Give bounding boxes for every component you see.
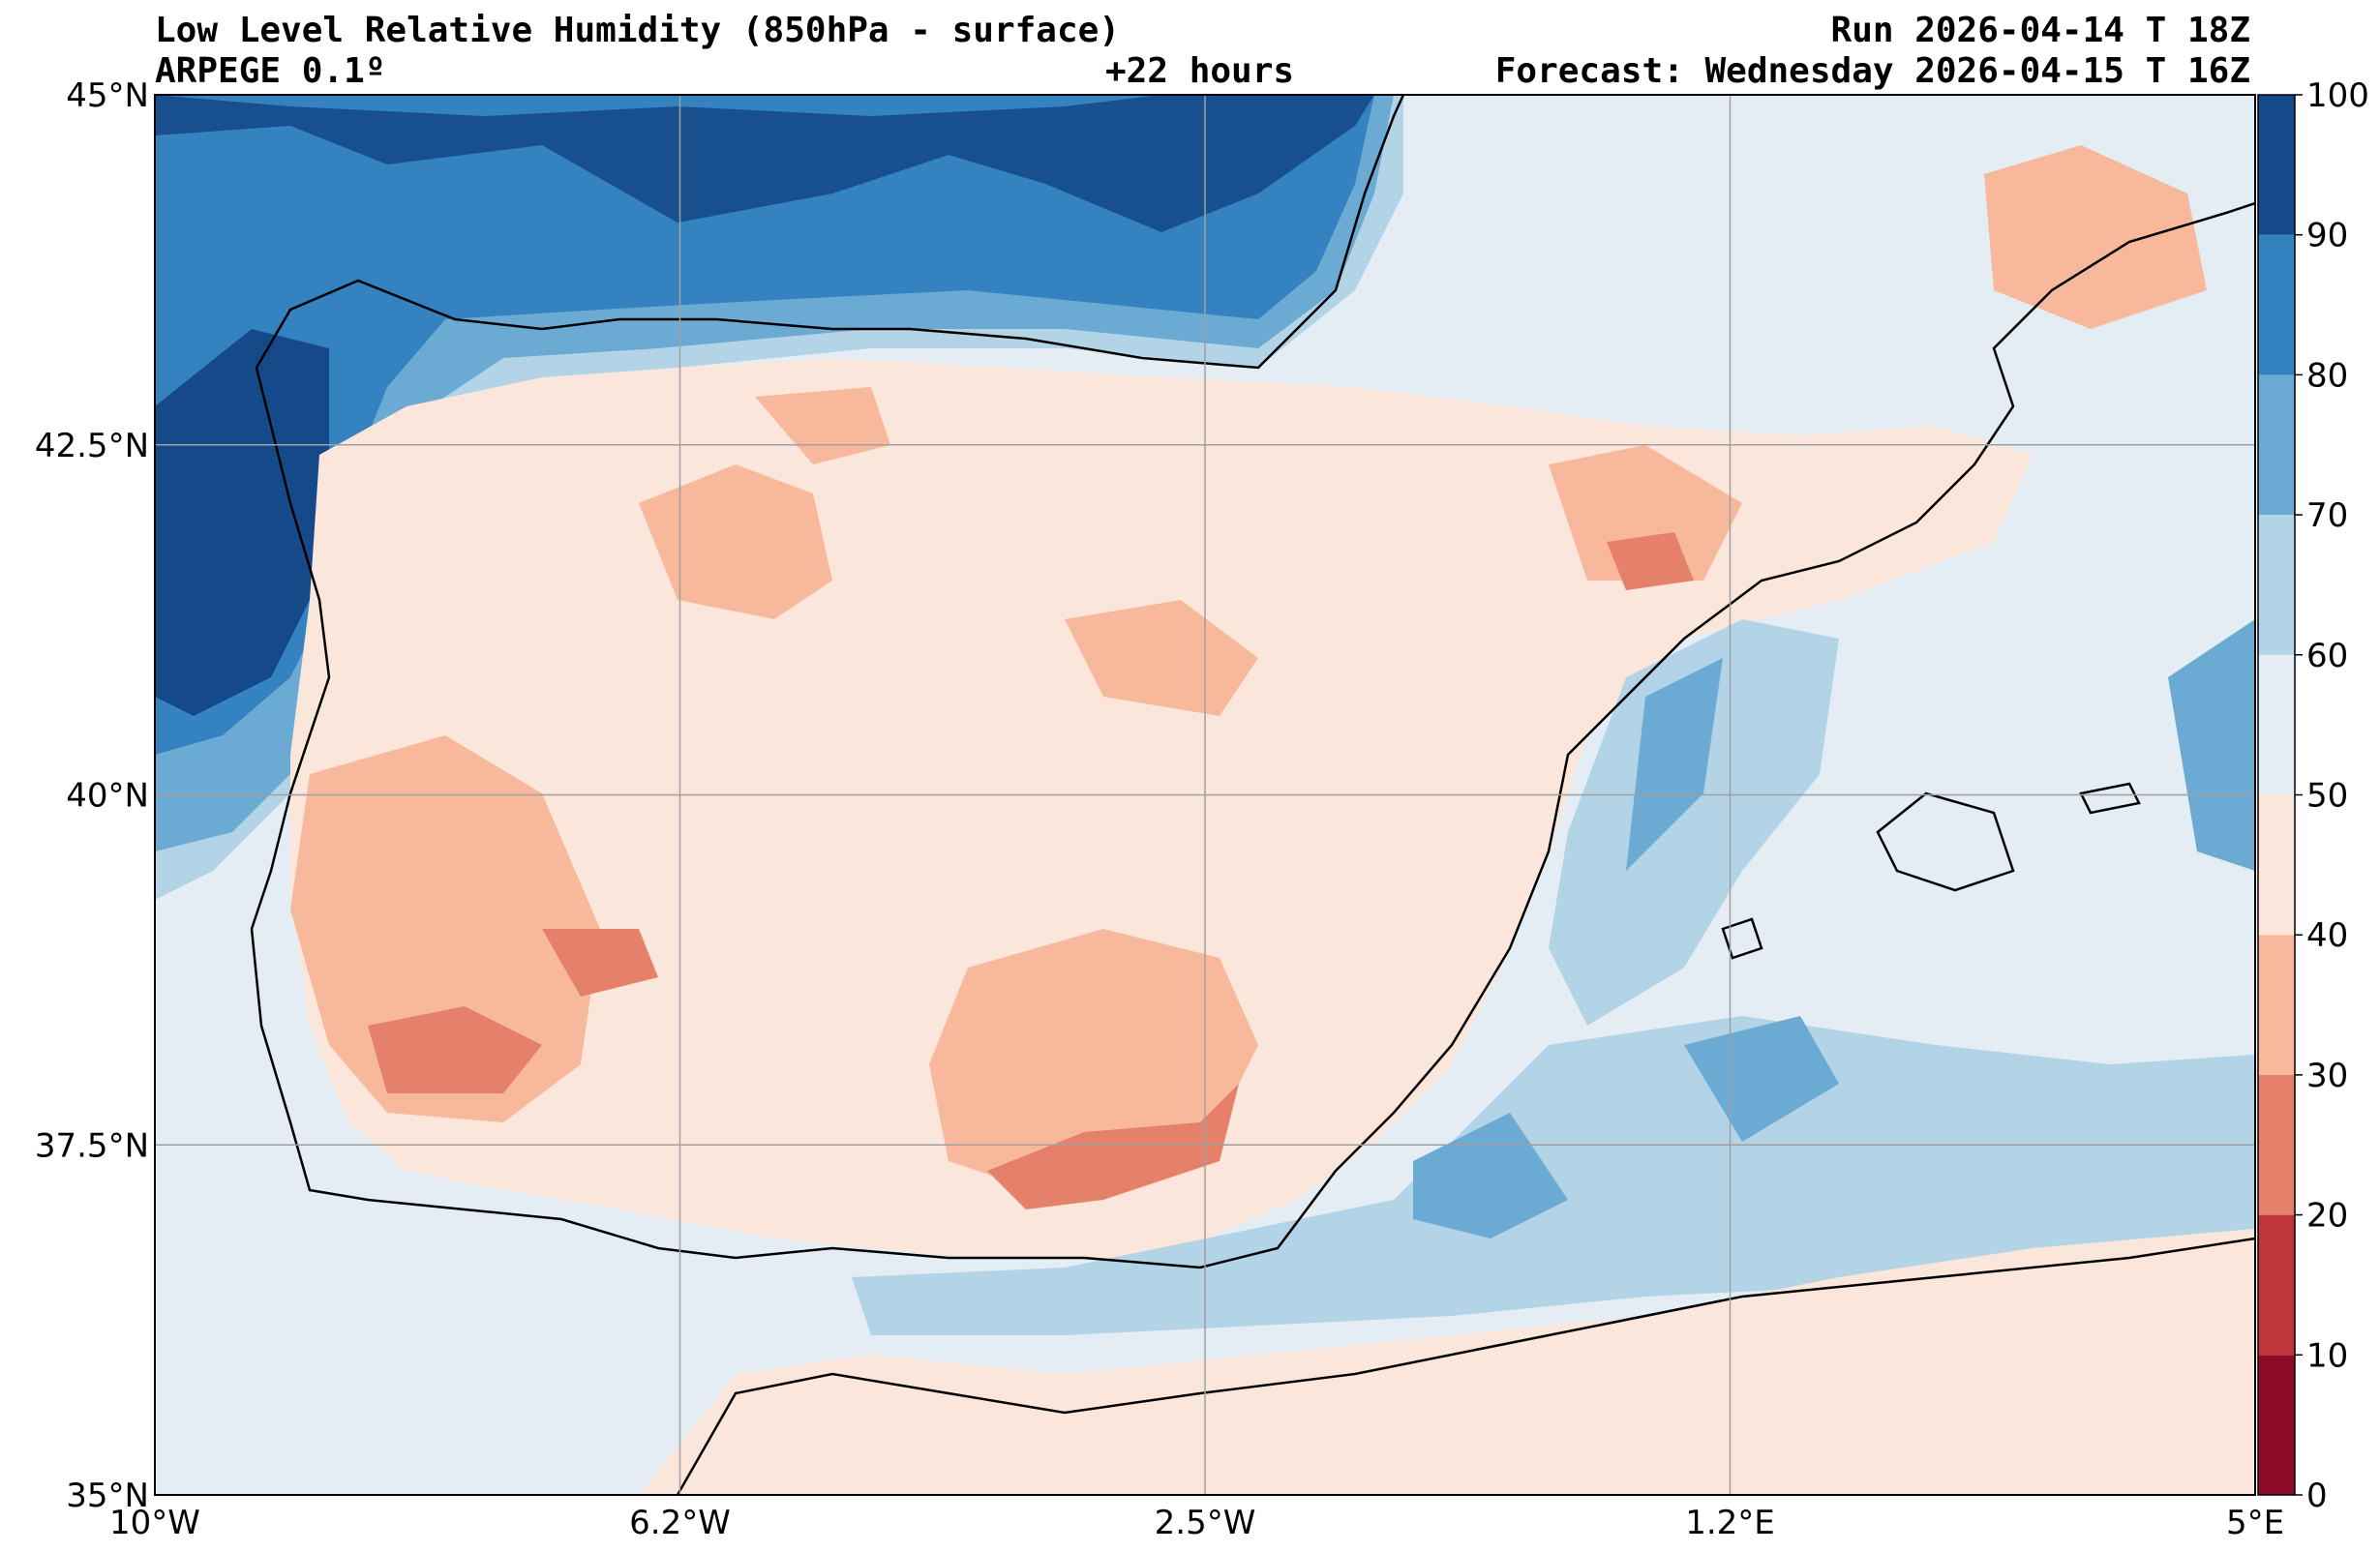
contour-rh-80-90 bbox=[155, 95, 1374, 755]
colorbar-label: 70 bbox=[2306, 496, 2348, 535]
colorbar-swatch bbox=[2258, 794, 2295, 936]
lat-tick-label: 37.5°N bbox=[35, 1126, 149, 1165]
colorbar-label: 30 bbox=[2306, 1057, 2348, 1095]
iberia-coast bbox=[250, 201, 2255, 1269]
patch-rh-30-40 bbox=[1549, 445, 1742, 581]
patch-rh-30-40 bbox=[1984, 145, 2207, 329]
contour-rh-70-80-med bbox=[1626, 658, 1723, 871]
patch-rh-30-40 bbox=[639, 464, 832, 619]
colorbar-swatch bbox=[2258, 515, 2295, 655]
lat-tick-label: 42.5°N bbox=[35, 427, 149, 465]
colorbar-label: 60 bbox=[2306, 637, 2348, 675]
colorbar-swatch bbox=[2258, 95, 2295, 235]
patch-rh-20-30 bbox=[542, 929, 658, 997]
africa-coast bbox=[676, 1237, 2255, 1495]
contour-rh-60-70-sea bbox=[852, 1016, 2255, 1335]
mallorca-coast bbox=[1876, 791, 2015, 892]
coastlines bbox=[250, 95, 2255, 1495]
lon-tick-label: 6.2°W bbox=[629, 1504, 731, 1542]
colorbar-label: 10 bbox=[2306, 1336, 2348, 1375]
contour-rh-60-70-med bbox=[1549, 619, 1839, 1026]
patch-rh-20-30 bbox=[1607, 532, 1694, 590]
colorbar-label: 90 bbox=[2306, 217, 2348, 255]
patch-rh-30-40 bbox=[1065, 600, 1258, 716]
colorbar-label: 40 bbox=[2306, 916, 2348, 955]
colorbar-label: 80 bbox=[2306, 356, 2348, 395]
patch-rh-20-30 bbox=[987, 1084, 1239, 1209]
longitude-labels: 10°W 6.2°W 2.5°W 1.2°E 5°E bbox=[109, 1504, 2284, 1542]
contour-rh-90-100-west bbox=[155, 329, 329, 716]
lat-tick-label: 45°N bbox=[66, 76, 149, 115]
model-label: ARPEGE 0.1º bbox=[155, 51, 386, 91]
colorbar: 0 10 20 30 40 50 60 70 80 90 100 bbox=[2257, 76, 2369, 1515]
colorbar-swatch bbox=[2258, 1355, 2295, 1495]
colorbar-label: 100 bbox=[2306, 76, 2369, 115]
lon-tick-label: 1.2°E bbox=[1685, 1504, 1775, 1542]
north-coast bbox=[255, 95, 1405, 370]
ibiza-coast bbox=[1721, 917, 1763, 960]
patch-rh-20-30 bbox=[368, 1006, 542, 1093]
colorbar-label: 0 bbox=[2306, 1477, 2328, 1515]
forecast-time-label: Forecast: Wednesday 2026-04-15 T 16Z bbox=[1494, 51, 2250, 91]
map-title: Low Level Relative Humidity (850hPa - su… bbox=[155, 11, 1120, 50]
contour-rh-70-80-sea bbox=[1684, 1016, 1839, 1142]
colorbar-label: 50 bbox=[2306, 777, 2348, 816]
lat-tick-label: 40°N bbox=[66, 777, 149, 816]
lat-tick-label: 35°N bbox=[66, 1477, 149, 1515]
lon-tick-label: 2.5°W bbox=[1155, 1504, 1256, 1542]
colorbar-swatch bbox=[2258, 935, 2295, 1075]
contour-rh-90-100-north bbox=[155, 95, 1374, 232]
colorbar-swatch bbox=[2258, 1214, 2295, 1356]
contour-rh-40-50-africa bbox=[639, 1229, 2255, 1495]
contour-rh-70-80-east bbox=[2168, 619, 2255, 871]
run-label: Run 2026-04-14 T 18Z bbox=[1830, 11, 2250, 50]
lead-time-label: +22 hours bbox=[1105, 51, 1295, 91]
colorbar-swatch bbox=[2258, 1074, 2295, 1215]
menorca-coast bbox=[2079, 782, 2141, 815]
lon-tick-label: 10°W bbox=[109, 1504, 200, 1542]
colorbar-swatch bbox=[2258, 234, 2295, 375]
map-frame bbox=[154, 94, 2256, 1496]
colorbar-swatch bbox=[2258, 374, 2295, 516]
colorbar-label: 20 bbox=[2306, 1197, 2348, 1236]
lon-tick-label: 5°E bbox=[2226, 1504, 2284, 1542]
colorbar-swatch bbox=[2258, 654, 2295, 795]
latitude-labels: 45°N 42.5°N 40°N 37.5°N 35°N bbox=[35, 76, 149, 1515]
